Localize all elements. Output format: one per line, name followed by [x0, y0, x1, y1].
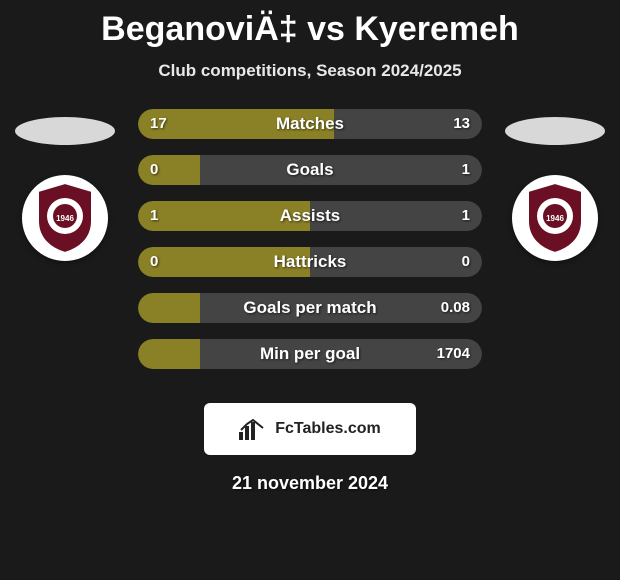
source-badge-text: FcTables.com	[275, 420, 381, 438]
shield-icon: 1946	[34, 181, 96, 255]
stat-row: Assists1 1	[138, 201, 482, 231]
stats-bars: Matches1713Goals01Assists11Hattricks00Go…	[138, 109, 482, 385]
player-left-column: 1946	[10, 109, 120, 261]
svg-text:1946: 1946	[56, 214, 74, 223]
stat-label: Goals	[138, 155, 482, 185]
player-right-club-crest: 1946	[512, 175, 598, 261]
player-left-club-crest: 1946	[22, 175, 108, 261]
stat-value-right: 0	[462, 247, 470, 277]
comparison-area: 1946 1946 Matches1713Goals01Assists11Hat…	[0, 109, 620, 389]
date-text: 21 november 2024	[0, 473, 620, 494]
stat-row: Goals0 1	[138, 155, 482, 185]
stat-label: Assists	[138, 201, 482, 231]
stat-value-left: 0	[150, 247, 158, 277]
stat-value-right: 0.08	[441, 293, 470, 323]
chart-icon	[239, 418, 267, 440]
subtitle: Club competitions, Season 2024/2025	[0, 61, 620, 81]
stat-label: Min per goal	[138, 339, 482, 369]
stat-value-right: 1704	[437, 339, 470, 369]
player-left-avatar-placeholder	[15, 117, 115, 145]
stat-row: Hattricks0 0	[138, 247, 482, 277]
stat-value-right: 13	[453, 109, 470, 139]
shield-icon: 1946	[524, 181, 586, 255]
stat-value-left: 0	[150, 155, 158, 185]
svg-text:1946: 1946	[546, 214, 564, 223]
stat-row: Min per goal1704	[138, 339, 482, 369]
stat-value-left: 17	[150, 109, 167, 139]
stat-row: Matches17 13	[138, 109, 482, 139]
stat-row: Goals per match0.08	[138, 293, 482, 323]
stat-label: Matches	[138, 109, 482, 139]
stat-label: Goals per match	[138, 293, 482, 323]
player-right-avatar-placeholder	[505, 117, 605, 145]
stat-value-right: 1	[462, 201, 470, 231]
stat-value-left: 1	[150, 201, 158, 231]
player-right-column: 1946	[500, 109, 610, 261]
source-badge[interactable]: FcTables.com	[204, 403, 416, 455]
page-title: BeganoviÄ‡ vs Kyeremeh	[0, 0, 620, 49]
stat-value-right: 1	[462, 155, 470, 185]
stat-label: Hattricks	[138, 247, 482, 277]
